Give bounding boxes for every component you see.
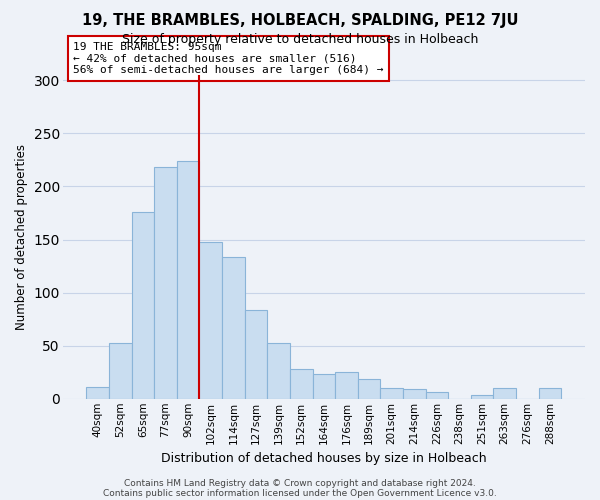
Bar [154, 168, 177, 399]
Bar [471, 394, 493, 399]
Bar [245, 310, 268, 399]
Bar [403, 389, 425, 399]
Bar [358, 378, 380, 399]
Text: Contains public sector information licensed under the Open Government Licence v3: Contains public sector information licen… [103, 488, 497, 498]
Bar [86, 387, 109, 399]
Bar [380, 388, 403, 399]
Bar [222, 256, 245, 399]
Text: 19 THE BRAMBLES: 95sqm
← 42% of detached houses are smaller (516)
56% of semi-de: 19 THE BRAMBLES: 95sqm ← 42% of detached… [73, 42, 383, 75]
Bar [425, 392, 448, 399]
Bar [268, 342, 290, 399]
Bar [290, 369, 313, 399]
Bar [131, 212, 154, 399]
Bar [177, 161, 199, 399]
Bar [199, 242, 222, 399]
Bar [313, 374, 335, 399]
Bar [109, 342, 131, 399]
Text: Contains HM Land Registry data © Crown copyright and database right 2024.: Contains HM Land Registry data © Crown c… [124, 478, 476, 488]
Text: 19, THE BRAMBLES, HOLBEACH, SPALDING, PE12 7JU: 19, THE BRAMBLES, HOLBEACH, SPALDING, PE… [82, 12, 518, 28]
Y-axis label: Number of detached properties: Number of detached properties [15, 144, 28, 330]
X-axis label: Distribution of detached houses by size in Holbeach: Distribution of detached houses by size … [161, 452, 487, 465]
Bar [539, 388, 561, 399]
Text: Size of property relative to detached houses in Holbeach: Size of property relative to detached ho… [122, 32, 478, 46]
Bar [335, 372, 358, 399]
Bar [493, 388, 516, 399]
